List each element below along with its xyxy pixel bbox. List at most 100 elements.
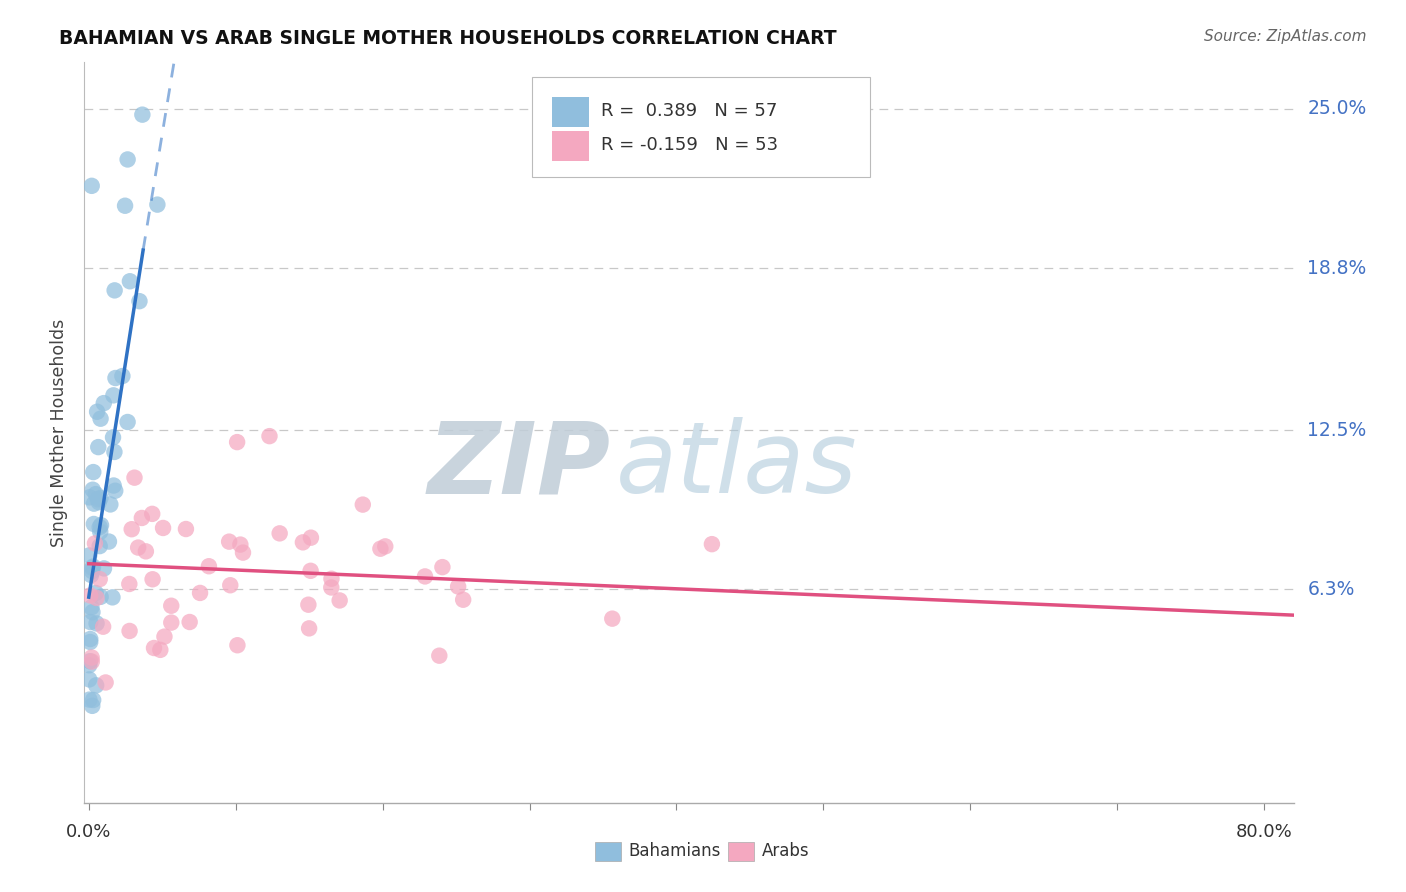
Point: [153, 630, 176, 644]
Point: [298, 621, 321, 635]
Point: [98, 498, 121, 512]
Point: [77, 549, 100, 563]
Point: [700, 537, 723, 551]
Point: [104, 371, 127, 385]
Point: [87, 440, 110, 454]
Y-axis label: Single Mother Households: Single Mother Households: [51, 318, 69, 547]
Point: [103, 388, 125, 402]
Point: [142, 572, 165, 586]
Point: [82, 561, 104, 575]
Text: ZIP: ZIP: [427, 417, 610, 515]
Text: 6.3%: 6.3%: [1308, 580, 1355, 599]
Point: [87, 492, 110, 507]
Point: [374, 540, 396, 554]
Point: [84, 487, 107, 501]
Point: [232, 546, 254, 560]
Point: [90, 518, 112, 533]
Point: [127, 541, 149, 555]
Point: [121, 522, 143, 536]
Point: [79, 491, 101, 505]
Bar: [553, 131, 589, 161]
Point: [101, 430, 124, 444]
Point: [89, 520, 111, 534]
Point: [352, 498, 374, 512]
Text: 12.5%: 12.5%: [1308, 420, 1367, 440]
Point: [90, 590, 112, 604]
Point: [451, 592, 474, 607]
Point: [117, 153, 139, 167]
Point: [82, 465, 104, 479]
Point: [82, 698, 104, 713]
Point: [291, 535, 314, 549]
Text: R =  0.389   N = 57: R = 0.389 N = 57: [600, 102, 778, 120]
Point: [114, 199, 136, 213]
Point: [118, 274, 141, 288]
Point: [299, 564, 322, 578]
Point: [111, 369, 134, 384]
Point: [82, 559, 104, 574]
Point: [141, 507, 163, 521]
Text: 25.0%: 25.0%: [1308, 99, 1367, 119]
Text: atlas: atlas: [616, 417, 858, 515]
Point: [321, 581, 343, 595]
Point: [218, 534, 240, 549]
Point: [152, 521, 174, 535]
Point: [117, 415, 139, 429]
Point: [447, 580, 470, 594]
Point: [80, 655, 103, 669]
Point: [89, 539, 111, 553]
Point: [329, 593, 352, 607]
Point: [198, 559, 221, 574]
Text: 80.0%: 80.0%: [1236, 823, 1292, 841]
Point: [89, 491, 111, 505]
Point: [77, 673, 100, 687]
Point: [101, 591, 124, 605]
Point: [93, 396, 115, 410]
Point: [149, 643, 172, 657]
Point: [87, 495, 110, 509]
Point: [118, 624, 141, 638]
Point: [90, 411, 112, 425]
Point: [86, 405, 108, 419]
Point: [89, 524, 111, 539]
Text: Source: ZipAtlas.com: Source: ZipAtlas.com: [1204, 29, 1367, 45]
Text: Bahamians: Bahamians: [628, 842, 721, 860]
Point: [82, 483, 104, 497]
Point: [146, 197, 169, 211]
Point: [80, 600, 103, 615]
Bar: [553, 97, 589, 127]
Point: [118, 577, 141, 591]
Point: [226, 638, 249, 652]
Point: [84, 586, 107, 600]
FancyBboxPatch shape: [531, 78, 870, 178]
Point: [82, 564, 104, 578]
Point: [131, 511, 153, 525]
Point: [124, 470, 146, 484]
Point: [259, 429, 281, 443]
Point: [226, 435, 249, 450]
Point: [94, 675, 117, 690]
Point: [160, 599, 183, 613]
Point: [160, 615, 183, 630]
Point: [269, 526, 291, 541]
Point: [135, 544, 157, 558]
Point: [103, 478, 125, 492]
Point: [321, 572, 343, 586]
Point: [86, 616, 108, 631]
Point: [83, 497, 105, 511]
Point: [83, 516, 105, 531]
Point: [370, 541, 392, 556]
Point: [86, 591, 108, 605]
Point: [79, 692, 101, 706]
Point: [104, 284, 127, 298]
Point: [297, 598, 319, 612]
Point: [84, 536, 107, 550]
Text: 18.8%: 18.8%: [1308, 259, 1367, 277]
Point: [143, 640, 166, 655]
Point: [179, 615, 201, 629]
Point: [174, 522, 197, 536]
Text: 0.0%: 0.0%: [66, 823, 111, 841]
Point: [82, 605, 104, 619]
Point: [188, 586, 211, 600]
Point: [104, 483, 127, 498]
